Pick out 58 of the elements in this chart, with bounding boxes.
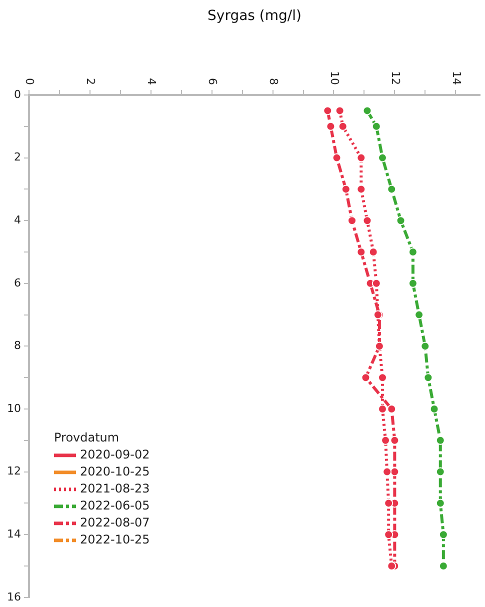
x-tick-label: 6 [206, 78, 219, 85]
legend-title: Provdatum [54, 430, 120, 445]
legend-label: 2022-10-25 [80, 532, 150, 547]
point [436, 498, 445, 508]
y-tick-label: 10 [6, 402, 21, 415]
point [396, 216, 406, 226]
point [362, 106, 372, 116]
legend-label: 2022-06-05 [80, 498, 150, 513]
point [384, 498, 394, 508]
point [382, 467, 392, 476]
point [390, 436, 400, 445]
point [436, 436, 445, 445]
point [372, 122, 381, 131]
point [356, 153, 366, 162]
legend-label: 2022-08-07 [80, 516, 150, 530]
point [384, 530, 394, 540]
point [332, 153, 342, 162]
point [436, 467, 445, 476]
point [438, 562, 448, 570]
y-tick-label: 8 [14, 339, 21, 352]
y-tick-label: 12 [6, 464, 21, 478]
x-tick-label: 8 [266, 78, 280, 85]
point [323, 106, 332, 116]
point [438, 530, 448, 540]
x-tick-label: 12 [388, 71, 402, 85]
y-tick-label: 2 [14, 150, 21, 164]
y-tick-label: 6 [14, 276, 21, 290]
point [368, 248, 378, 256]
y-tick-label: 14 [6, 527, 21, 540]
x-tick-label: 14 [450, 71, 463, 85]
point [414, 310, 424, 320]
point [424, 373, 433, 382]
point [361, 373, 370, 382]
x-tick-label: 4 [145, 78, 158, 85]
point [387, 404, 396, 414]
point [387, 562, 396, 570]
point [372, 278, 381, 288]
point [390, 467, 400, 476]
point [420, 342, 430, 351]
x-tick-label: 10 [328, 71, 341, 85]
point [338, 122, 348, 131]
x-tick-label: 2 [84, 78, 98, 85]
point [430, 404, 439, 414]
point [341, 184, 350, 194]
x-tick-label: 0 [23, 78, 36, 85]
point [362, 216, 372, 226]
x-axis-title: Syrgas (mg/l) [208, 8, 302, 24]
y-tick-label: 16 [6, 590, 21, 604]
point [356, 248, 366, 256]
point [335, 106, 344, 116]
legend-label: 2020-09-02 [80, 448, 150, 462]
point [387, 184, 396, 194]
y-tick-label: 0 [14, 88, 21, 101]
legend-label: 2021-08-23 [80, 482, 150, 496]
legend-label: 2020-10-25 [80, 464, 150, 479]
y-tick-label: 4 [14, 213, 21, 226]
point [326, 122, 336, 131]
point [356, 184, 366, 194]
